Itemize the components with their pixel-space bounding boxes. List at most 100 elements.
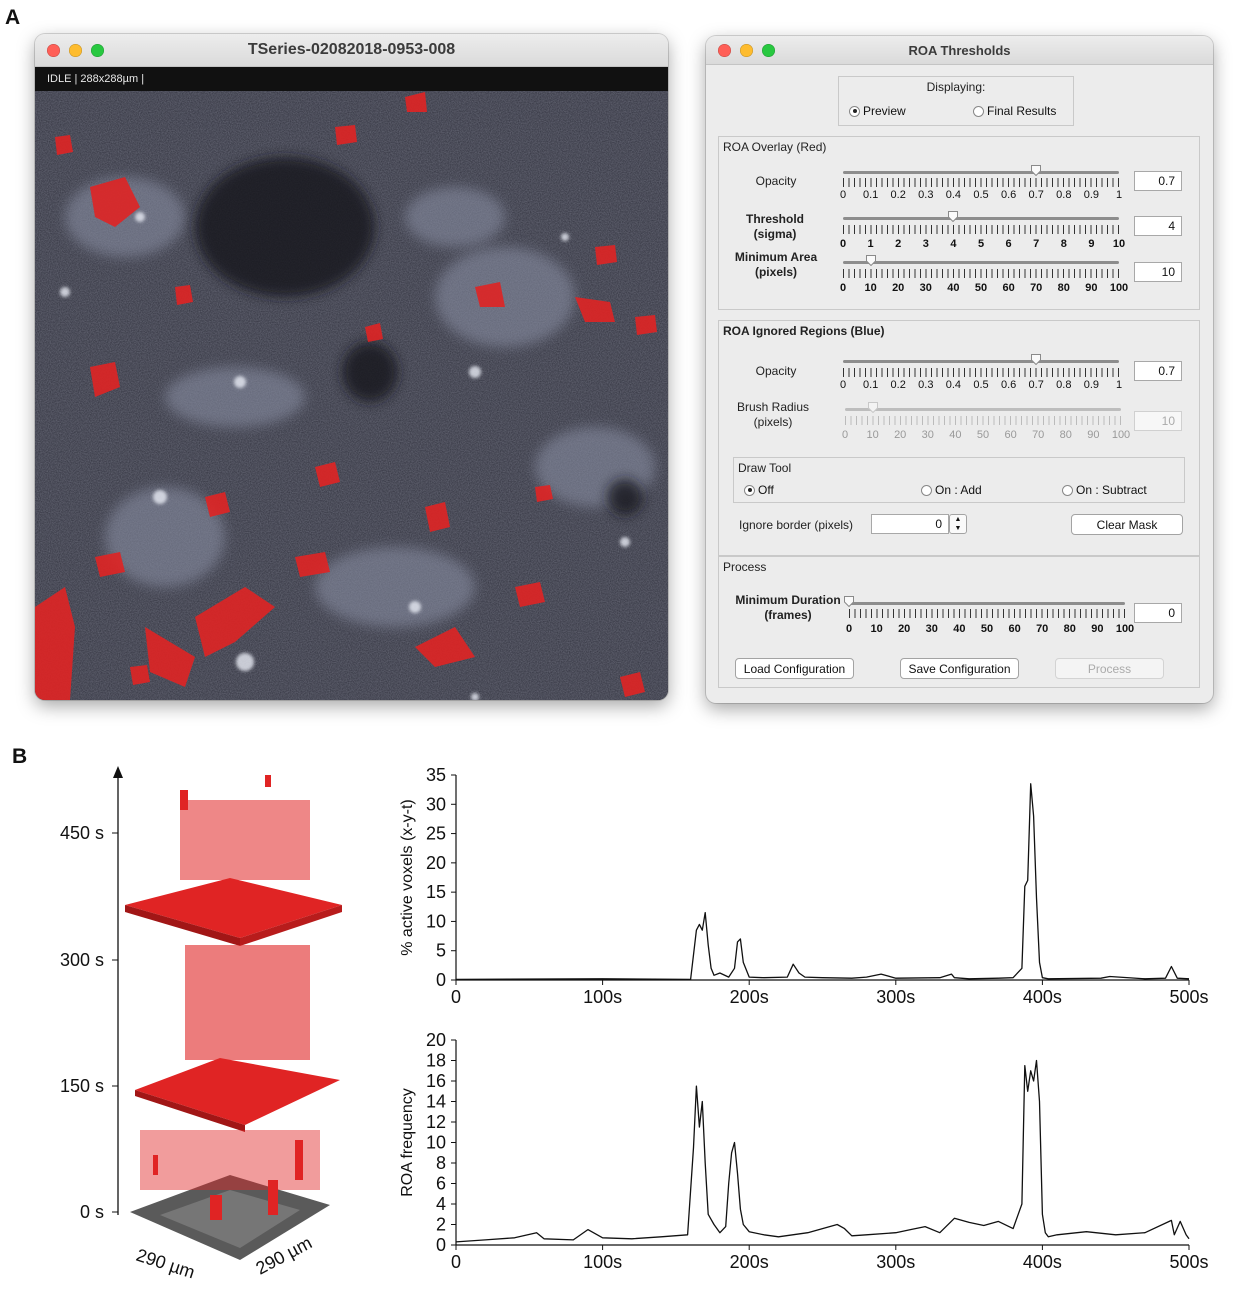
slider-tick-label: 0.8 xyxy=(1056,379,1072,391)
slider-tick-label: 1 xyxy=(1115,189,1123,201)
panel-letter-b: B xyxy=(12,745,28,768)
slider-tick-label: 80 xyxy=(1063,623,1076,635)
time-tick-label: 0 s xyxy=(80,1202,104,1222)
roa-ignored-title: ROA Ignored Regions (Blue) xyxy=(723,324,885,338)
threshold-label-line2: (sigma) xyxy=(753,227,797,241)
y-tick-label: 16 xyxy=(426,1071,446,1091)
roa-blob xyxy=(265,775,271,787)
microscopy-image[interactable]: IDLE | 288x288µm | xyxy=(35,67,668,700)
min-duration-label: Minimum Duration (frames) xyxy=(729,593,847,623)
min-duration-ticks xyxy=(849,609,1126,618)
y-tick-label: 0 xyxy=(436,970,446,990)
radio-draw-subtract[interactable]: On : Subtract xyxy=(1062,483,1147,497)
overlay-opacity-field[interactable]: 0.7 xyxy=(1134,171,1182,191)
brush-radius-slider[interactable] xyxy=(845,408,1121,411)
slider-tick-label: 90 xyxy=(1087,429,1100,441)
slider-tick-label: 0 xyxy=(839,282,847,294)
save-configuration-button[interactable]: Save Configuration xyxy=(900,658,1019,679)
roa-overlay-title: ROA Overlay (Red) xyxy=(723,140,827,154)
slider-tick-label: 0.7 xyxy=(1028,189,1044,201)
roa-slab-lower-edge xyxy=(135,1090,245,1132)
ignored-opacity-slider[interactable] xyxy=(843,360,1119,363)
slider-tick-label: 80 xyxy=(1059,429,1072,441)
x-tick-label: 300s xyxy=(876,1252,915,1272)
min-area-slider[interactable] xyxy=(843,261,1119,264)
slider-tick-label: 90 xyxy=(1091,623,1104,635)
process-button[interactable]: Process xyxy=(1055,658,1164,679)
roa-scatter-bottom xyxy=(140,1130,320,1190)
threshold-label: Threshold (sigma) xyxy=(729,212,821,242)
brush-radius-thumb[interactable] xyxy=(867,402,878,413)
time-tick-label: 300 s xyxy=(60,950,104,970)
radio-final-results[interactable]: Final Results xyxy=(973,104,1056,118)
slider-tick-label: 6 xyxy=(1005,238,1012,250)
slider-tick-label: 10 xyxy=(870,623,883,635)
x-tick-label: 500s xyxy=(1169,1252,1208,1272)
ignored-opacity-field[interactable]: 0.7 xyxy=(1134,361,1182,381)
ignored-opacity-thumb[interactable] xyxy=(1031,354,1042,365)
slider-tick-label: 60 xyxy=(1004,429,1017,441)
roa-thresholds-dialog: ROA Thresholds Displaying: Preview Final… xyxy=(706,36,1213,703)
min-duration-field[interactable]: 0 xyxy=(1134,603,1182,623)
radio-draw-add[interactable]: On : Add xyxy=(921,483,982,497)
roa-titlebar[interactable]: ROA Thresholds xyxy=(706,36,1213,65)
minimize-window-button[interactable] xyxy=(740,44,753,57)
slider-tick-label: 0 xyxy=(839,238,847,250)
min-duration-thumb[interactable] xyxy=(844,596,854,607)
slider-tick-label: 30 xyxy=(921,429,934,441)
slider-tick-label: 50 xyxy=(976,429,990,441)
slider-tick-label: 10 xyxy=(866,429,879,441)
ignore-border-stepper[interactable]: ▲ ▼ xyxy=(949,514,967,534)
brush-label-line1: Brush Radius xyxy=(736,400,810,414)
min-area-field[interactable]: 10 xyxy=(1134,262,1182,282)
radio-preview[interactable]: Preview xyxy=(849,104,906,118)
threshold-thumb[interactable] xyxy=(948,211,959,222)
overlay-opacity-slider[interactable] xyxy=(843,171,1119,174)
slider-tick-label: 10 xyxy=(1112,238,1126,250)
slider-tick-label: 100 xyxy=(1115,623,1135,635)
x-tick-label: 200s xyxy=(730,987,769,1007)
time-tick-label: 150 s xyxy=(60,1076,104,1096)
roa-blob xyxy=(180,790,188,810)
radio-dot xyxy=(973,105,984,117)
slider-tick-label: 9 xyxy=(1088,238,1095,250)
y-tick-label: 20 xyxy=(426,853,446,873)
slider-tick-label: 0.6 xyxy=(1000,189,1017,201)
clear-mask-button[interactable]: Clear Mask xyxy=(1071,514,1183,535)
min-area-label-line1: Minimum Area xyxy=(734,250,818,264)
radio-label: Off xyxy=(758,483,774,497)
overlay-opacity-label: Opacity xyxy=(755,174,797,188)
radio-label: On : Subtract xyxy=(1076,483,1147,497)
viewer-status-text: IDLE | 288x288µm | xyxy=(35,67,668,91)
roa-scatter-middle xyxy=(185,945,310,1060)
slider-tick-label: 20 xyxy=(894,429,907,441)
slider-tick-label: 100 xyxy=(1109,282,1129,294)
x-tick-label: 400s xyxy=(1023,987,1062,1007)
radio-draw-off[interactable]: Off xyxy=(744,483,774,497)
zoom-window-button[interactable] xyxy=(91,44,104,57)
viewer-titlebar[interactable]: TSeries-02082018-0953-008 xyxy=(35,34,668,67)
slider-tick-label: 0.2 xyxy=(890,379,906,391)
threshold-field[interactable]: 4 xyxy=(1134,216,1182,236)
stepper-down-icon[interactable]: ▼ xyxy=(954,525,962,532)
radio-label: Final Results xyxy=(987,104,1057,118)
slider-tick-label: 0.3 xyxy=(918,189,934,201)
y-tick-label: 8 xyxy=(436,1153,446,1173)
displaying-group: Displaying: Preview Final Results xyxy=(838,76,1074,126)
brush-radius-field[interactable]: 10 xyxy=(1134,411,1182,431)
min-area-thumb[interactable] xyxy=(865,255,876,266)
stepper-up-icon[interactable]: ▲ xyxy=(954,516,962,523)
load-configuration-button[interactable]: Load Configuration xyxy=(735,658,854,679)
x-tick-label: 0 xyxy=(451,1252,461,1272)
min-duration-slider[interactable] xyxy=(849,602,1125,605)
slider-tick-label: 0.5 xyxy=(973,379,989,391)
overlay-opacity-thumb[interactable] xyxy=(1031,165,1042,176)
slider-tick-label: 0.7 xyxy=(1028,379,1044,391)
threshold-slider[interactable] xyxy=(843,217,1119,220)
close-window-button[interactable] xyxy=(47,44,60,57)
close-window-button[interactable] xyxy=(718,44,731,57)
overlay-opacity-ticks xyxy=(843,178,1120,187)
minimize-window-button[interactable] xyxy=(69,44,82,57)
zoom-window-button[interactable] xyxy=(762,44,775,57)
ignore-border-field[interactable]: 0 xyxy=(871,514,949,534)
